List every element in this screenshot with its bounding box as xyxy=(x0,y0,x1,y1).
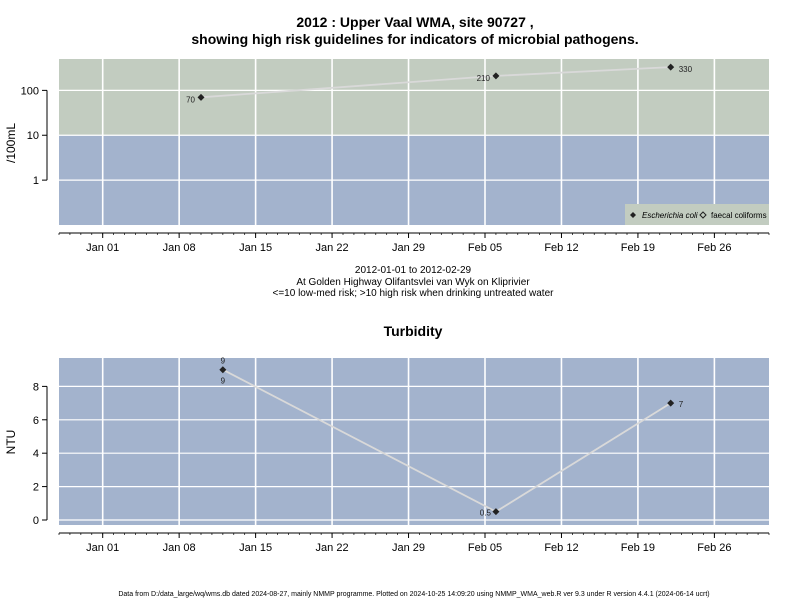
x-tick-label: Jan 22 xyxy=(316,542,349,554)
y-axis-label: NTU xyxy=(4,430,18,455)
chart-title-line1: 2012 : Upper Vaal WMA, site 90727 , xyxy=(296,14,533,30)
x-tick-label: Jan 22 xyxy=(316,242,349,254)
y-tick-label: 1 xyxy=(33,175,39,187)
turbidity-point xyxy=(219,366,227,374)
y-tick-label: 100 xyxy=(21,85,39,97)
x-tick-label: Feb 19 xyxy=(621,542,655,554)
x-tick-label: Jan 01 xyxy=(86,542,119,554)
x-tick-label: Jan 15 xyxy=(239,542,272,554)
x-tick-label: Jan 08 xyxy=(163,542,196,554)
x-tick-label: Feb 12 xyxy=(544,542,578,554)
turbidity-series: 9 0.5 7 9 xyxy=(219,357,684,518)
turbidity-title: Turbidity xyxy=(384,323,443,339)
turbidity-point-label: 9 xyxy=(221,377,226,386)
x-tick-label: Jan 08 xyxy=(163,242,196,254)
turbidity-point-label: 7 xyxy=(679,400,684,409)
y-tick-label: 6 xyxy=(33,415,39,427)
ecoli-point xyxy=(667,63,675,71)
grid-lines xyxy=(59,59,769,225)
x-tick-label: Jan 29 xyxy=(392,542,425,554)
x-tick-label: Jan 29 xyxy=(392,242,425,254)
turbidity-point xyxy=(492,508,500,516)
risk-guideline-text: <=10 low-med risk; >10 high risk when dr… xyxy=(273,288,555,299)
faecal-coliforms-legend-label: faecal coliforms xyxy=(711,211,767,220)
x-tick-label: Feb 26 xyxy=(697,242,731,254)
turbidity-point-label: 0.5 xyxy=(480,509,492,518)
ecoli-point-label: 330 xyxy=(679,65,693,74)
turbidity-plot-area xyxy=(59,358,769,525)
y-tick-label: 8 xyxy=(33,381,39,393)
y-tick-label: 0 xyxy=(33,515,39,527)
chart-title-line2: showing high risk guidelines for indicat… xyxy=(191,31,638,47)
x-tick-label: Feb 05 xyxy=(468,242,502,254)
x-tick-label: Feb 05 xyxy=(468,542,502,554)
y-tick-label: 4 xyxy=(33,448,39,460)
high-risk-band xyxy=(59,59,769,136)
footer-note: Data from D:/data_large/wq/wms.db dated … xyxy=(118,591,709,598)
y-tick-label: 10 xyxy=(27,130,39,142)
ecoli-legend-marker xyxy=(630,212,636,218)
ecoli-legend-label: Escherichia coli xyxy=(642,211,698,220)
ecoli-point-label: 70 xyxy=(186,95,195,104)
x-tick-label: Feb 26 xyxy=(697,542,731,554)
x-tick-label: Feb 12 xyxy=(544,242,578,254)
legend: Escherichia coli faecal coliforms xyxy=(625,204,769,225)
microbial-panel: Jan 01 Jan 08 Jan 15 Jan 22 Jan 29 Feb 05 Feb … xyxy=(4,59,770,254)
y-tick-label: 2 xyxy=(33,482,39,494)
ecoli-point-label: 210 xyxy=(477,74,491,83)
ecoli-point xyxy=(197,93,205,101)
turbidity-panel: Jan 01 Jan 08 Jan 15 Jan 22 Jan 29 Feb 05 Feb … xyxy=(4,357,770,554)
turbidity-point-label: 9 xyxy=(221,357,226,366)
y-axis-label: /100mL xyxy=(4,123,18,163)
ecoli-series: 70 210 330 xyxy=(186,63,693,104)
faecal-coliforms-legend-marker xyxy=(699,211,707,219)
legend-box xyxy=(625,204,769,225)
site-location-text: At Golden Highway Olifantsvlei van Wyk o… xyxy=(296,277,530,288)
turbidity-point xyxy=(667,399,675,407)
x-tick-label: Jan 15 xyxy=(239,242,272,254)
date-range-text: 2012-01-01 to 2012-02-29 xyxy=(355,265,472,276)
x-tick-label: Jan 01 xyxy=(86,242,119,254)
axes: Jan 01 Jan 08 Jan 15 Jan 22 Jan 29 Feb 05 Feb … xyxy=(21,85,770,254)
ecoli-point xyxy=(492,72,500,80)
x-tick-label: Feb 19 xyxy=(621,242,655,254)
axes: Jan 01 Jan 08 Jan 15 Jan 22 Jan 29 Feb 05 Feb … xyxy=(33,381,770,554)
